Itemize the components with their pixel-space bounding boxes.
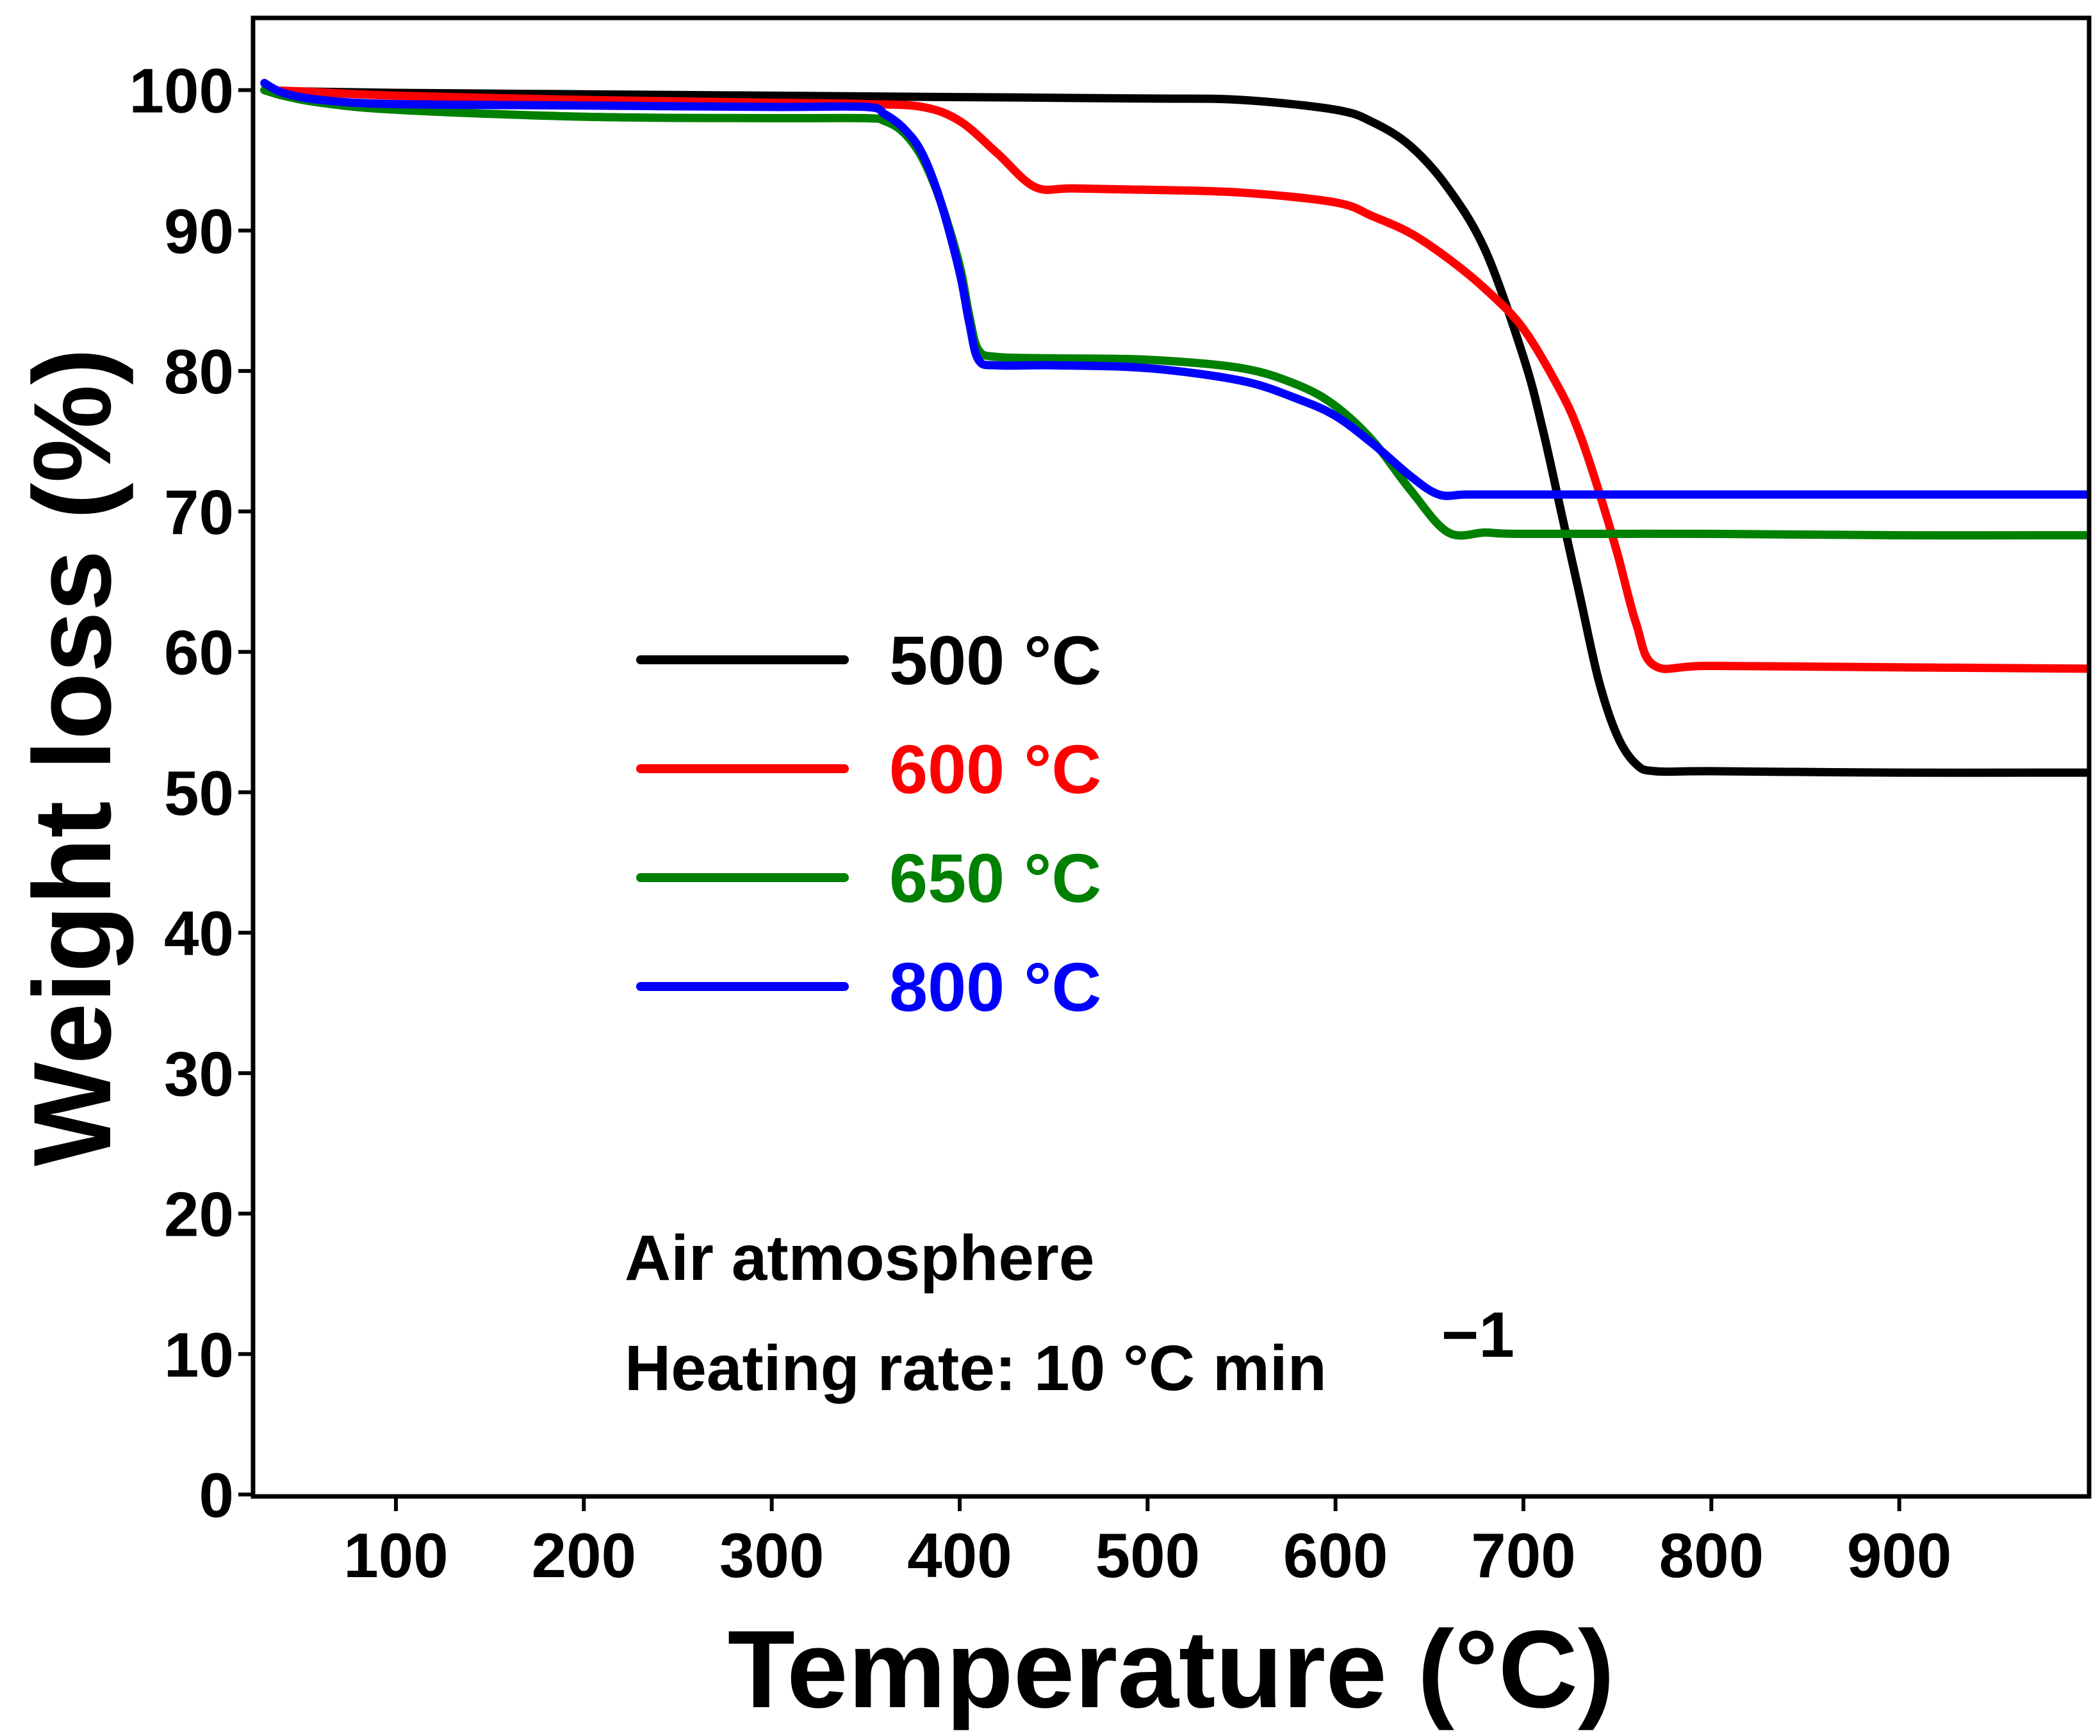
legend: 500 °C 600 °C 650 °C 800 °C bbox=[636, 621, 1101, 1026]
x-tick-label: 200 bbox=[532, 1520, 637, 1591]
series-line-600 bbox=[260, 86, 2092, 673]
y-tick-label: 40 bbox=[164, 898, 234, 969]
y-axis-title: Weight loss (%) bbox=[11, 348, 134, 1166]
y-tick-label: 10 bbox=[164, 1320, 234, 1390]
y-tick-label: 50 bbox=[164, 758, 234, 828]
axis-layer: 100 200 300 400 500 600 700 800 900 0 10 20 30 40 50 60… bbox=[129, 56, 1951, 1591]
y-tick-label: 30 bbox=[164, 1038, 234, 1109]
x-tick-label: 500 bbox=[1095, 1520, 1201, 1591]
y-tick-label: 100 bbox=[129, 56, 234, 126]
y-tick-label: 60 bbox=[164, 618, 234, 688]
annotation-heating-rate: Heating rate: 10 °C min bbox=[625, 1332, 1327, 1404]
y-tick-label: 70 bbox=[164, 477, 234, 547]
y-tick-label: 90 bbox=[164, 196, 234, 266]
x-tick-label: 900 bbox=[1847, 1520, 1952, 1591]
plot-frame bbox=[250, 15, 2092, 1499]
y-tick-label: 20 bbox=[164, 1179, 234, 1250]
series-line-650 bbox=[260, 86, 2092, 540]
legend-label: 800 °C bbox=[889, 948, 1101, 1026]
x-tick-label: 400 bbox=[907, 1520, 1012, 1591]
annotation-atmosphere: Air atmosphere bbox=[625, 1222, 1095, 1294]
x-tick-label: 800 bbox=[1659, 1520, 1764, 1591]
x-tick-label: 600 bbox=[1283, 1520, 1388, 1591]
x-tick-label: 300 bbox=[719, 1520, 824, 1591]
series-layer bbox=[260, 79, 2092, 777]
legend-label: 500 °C bbox=[889, 621, 1101, 699]
annotation-heating-rate-exponent: −1 bbox=[1441, 1299, 1514, 1371]
x-tick-label: 700 bbox=[1471, 1520, 1576, 1591]
x-axis-title: Temperature (°C) bbox=[728, 1608, 1614, 1731]
legend-label: 600 °C bbox=[889, 730, 1101, 808]
series-line-500 bbox=[260, 86, 2092, 777]
series-line-800 bbox=[260, 79, 2092, 500]
legend-label: 650 °C bbox=[889, 839, 1101, 917]
y-tick-label: 0 bbox=[199, 1460, 234, 1530]
x-tick-label: 100 bbox=[343, 1520, 448, 1591]
y-tick-label: 80 bbox=[164, 336, 234, 407]
